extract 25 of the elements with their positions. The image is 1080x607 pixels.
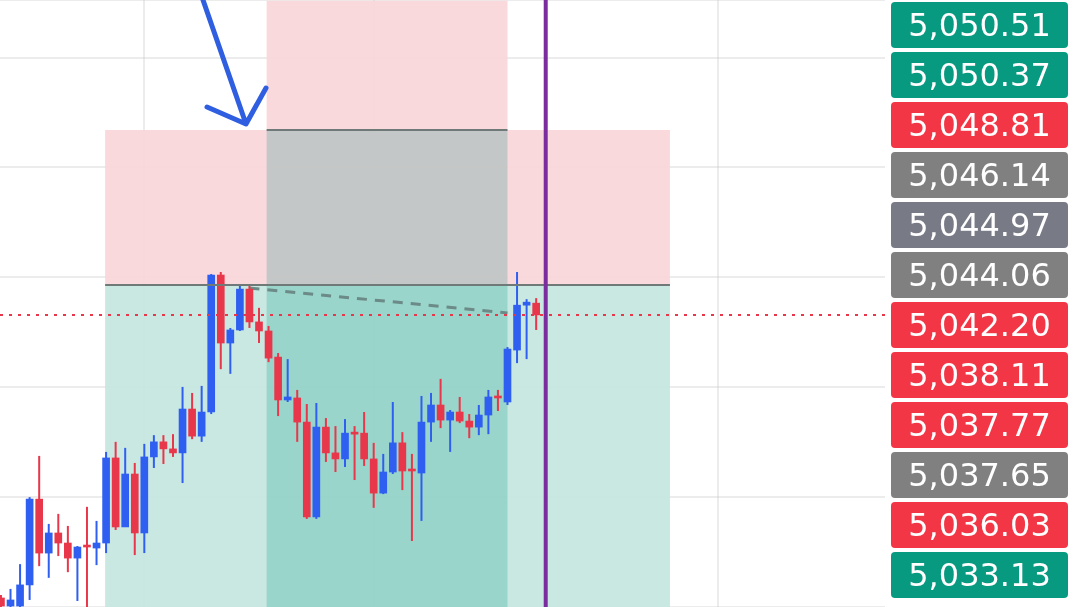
candlestick bbox=[44, 522, 53, 579]
text: 5,048.81 bbox=[891, 102, 1068, 148]
candlestick bbox=[522, 298, 531, 361]
text: 5,036.03 bbox=[891, 502, 1068, 548]
candlestick bbox=[379, 452, 388, 496]
text: 5,037.65 bbox=[891, 452, 1068, 498]
candlestick bbox=[54, 512, 63, 558]
candlestick bbox=[64, 524, 72, 574]
text: 5,033.13 bbox=[891, 552, 1068, 598]
candlestick bbox=[455, 395, 464, 425]
text: 5,044.97 bbox=[891, 202, 1068, 248]
candlestick bbox=[474, 404, 483, 437]
candlestick bbox=[150, 434, 158, 469]
candlestick bbox=[446, 409, 454, 453]
text: 5,038.11 bbox=[891, 352, 1068, 398]
candlestick bbox=[465, 413, 474, 440]
text: 5,042.20 bbox=[891, 302, 1068, 348]
text: 5,046.14 bbox=[891, 152, 1068, 198]
candlestick bbox=[16, 563, 24, 607]
text: 5,050.51 bbox=[891, 2, 1068, 48]
candlestick bbox=[427, 391, 435, 443]
text: 5,044.06 bbox=[891, 252, 1068, 298]
text: 5,050.37 bbox=[891, 52, 1068, 98]
text: 5,037.77 bbox=[891, 402, 1068, 448]
candlestick bbox=[226, 326, 235, 375]
